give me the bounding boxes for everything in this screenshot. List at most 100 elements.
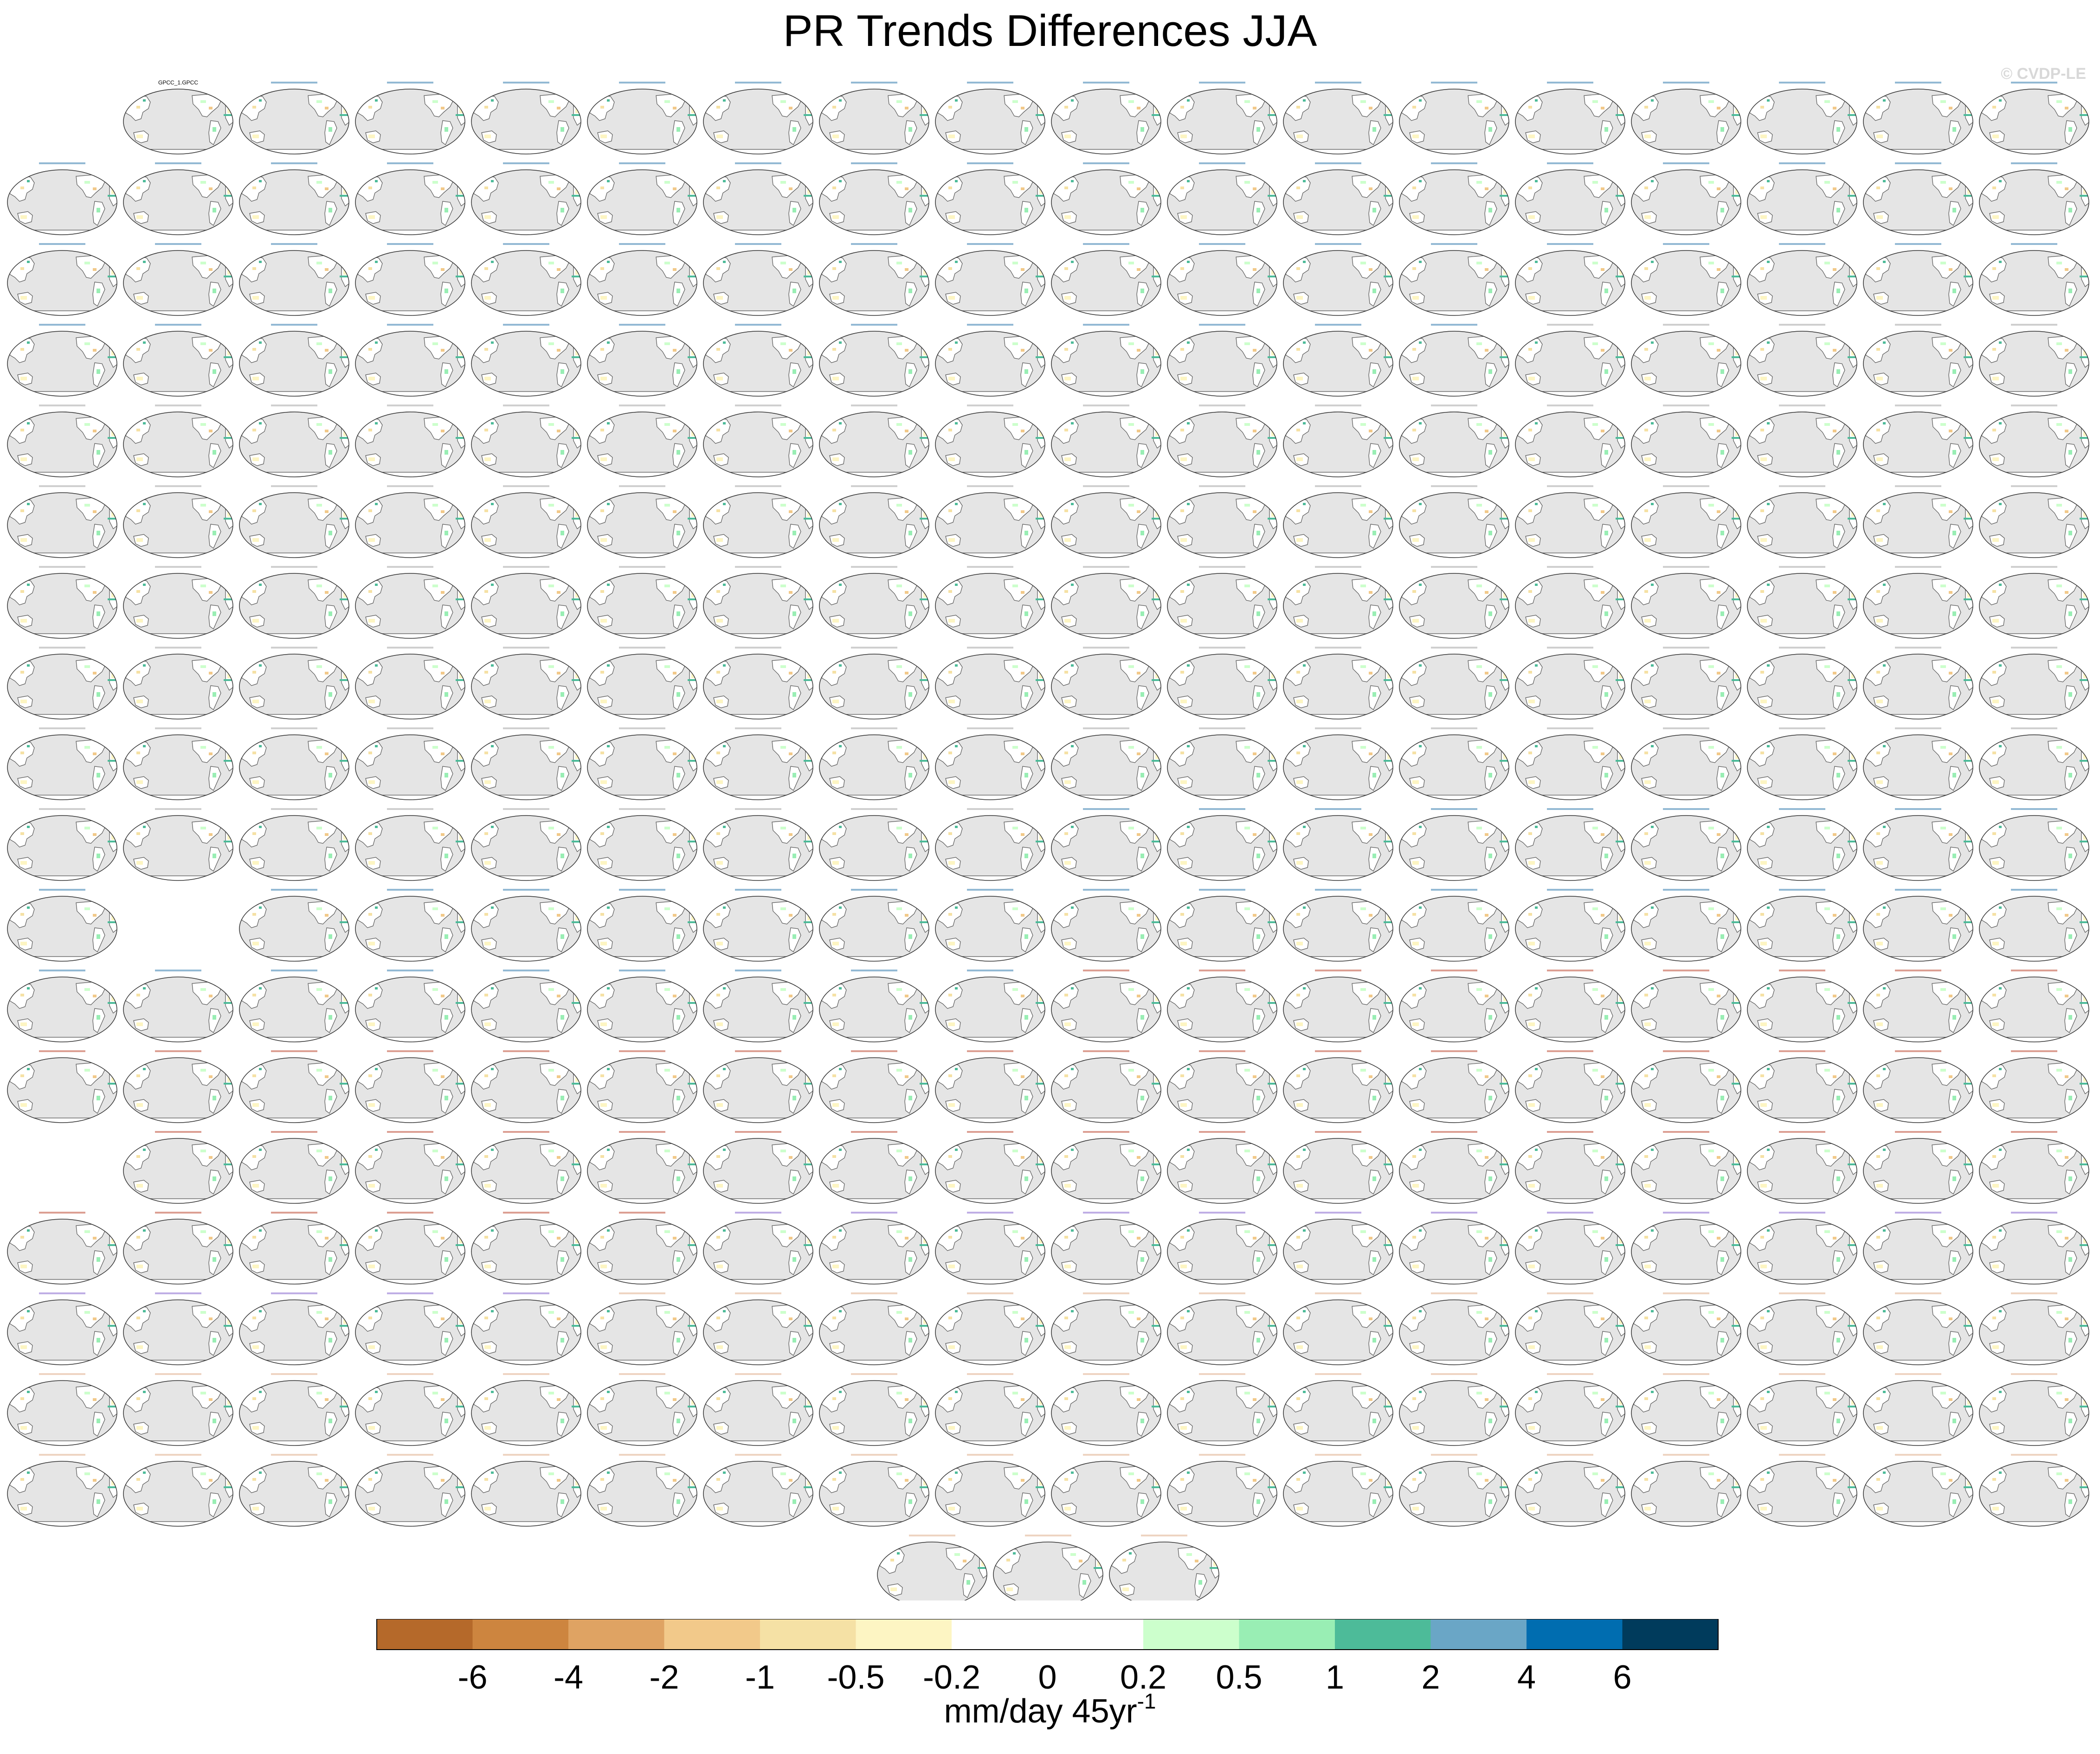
world-map bbox=[587, 735, 698, 801]
world-map bbox=[1631, 493, 1742, 559]
panel-title-mark bbox=[271, 405, 317, 406]
panel-title-mark bbox=[155, 1373, 201, 1375]
panel-title-mark bbox=[1315, 647, 1361, 649]
world-map bbox=[935, 735, 1046, 801]
world-map bbox=[819, 1138, 930, 1204]
world-map bbox=[1747, 251, 1858, 316]
panel-title-mark bbox=[1083, 647, 1129, 649]
world-map bbox=[355, 1461, 466, 1527]
panel-title-mark bbox=[851, 162, 897, 164]
colorbar-tick-label: 6 bbox=[1613, 1659, 1631, 1696]
world-map bbox=[1631, 735, 1742, 801]
map-panel bbox=[587, 1373, 698, 1446]
world-map bbox=[703, 896, 814, 962]
map-panel bbox=[1863, 243, 1974, 316]
panel-title-mark bbox=[39, 889, 85, 891]
panel-title-mark bbox=[1141, 1535, 1187, 1536]
world-map bbox=[1051, 331, 1162, 397]
world-map bbox=[123, 573, 234, 639]
world-map bbox=[1399, 1138, 1510, 1204]
colorbar-tick-label: 1 bbox=[1326, 1659, 1344, 1696]
map-panel bbox=[587, 566, 698, 639]
map-panel bbox=[703, 1131, 814, 1204]
map-panel bbox=[587, 647, 698, 720]
world-map bbox=[123, 170, 234, 236]
map-panel bbox=[1283, 1454, 1394, 1527]
panel-title-mark bbox=[1779, 1212, 1825, 1214]
panel-title-mark bbox=[271, 647, 317, 649]
world-map bbox=[1167, 816, 1278, 881]
world-map bbox=[1515, 331, 1626, 397]
world-map bbox=[355, 977, 466, 1043]
map-panel bbox=[1167, 647, 1278, 720]
panel-title-mark bbox=[1779, 808, 1825, 810]
world-map bbox=[1515, 735, 1626, 801]
map-panel bbox=[123, 647, 234, 720]
panel-title-mark bbox=[155, 1131, 201, 1133]
panel-title-mark bbox=[1083, 1212, 1129, 1214]
world-map bbox=[819, 654, 930, 720]
panel-title-mark bbox=[271, 727, 317, 729]
panel-title-mark bbox=[1895, 1373, 1941, 1375]
panel-title-mark bbox=[1315, 1131, 1361, 1133]
panel-title-mark bbox=[39, 243, 85, 245]
world-map bbox=[123, 493, 234, 559]
map-panel bbox=[819, 566, 930, 639]
world-map bbox=[1399, 1219, 1510, 1285]
world-map bbox=[1167, 1058, 1278, 1124]
map-panel bbox=[1283, 808, 1394, 881]
map-panel bbox=[1051, 1050, 1162, 1124]
world-map bbox=[471, 977, 582, 1043]
map-panel bbox=[471, 1050, 582, 1124]
world-map bbox=[703, 977, 814, 1043]
panel-title-mark bbox=[1315, 808, 1361, 810]
map-panel bbox=[819, 162, 930, 236]
world-map bbox=[7, 412, 118, 478]
map-panel bbox=[1631, 485, 1742, 559]
map-panel bbox=[471, 647, 582, 720]
world-map bbox=[123, 1300, 234, 1366]
world-map bbox=[1631, 170, 1742, 236]
panel-title-mark bbox=[619, 1292, 665, 1294]
panel-title-mark bbox=[1663, 1373, 1709, 1375]
world-map bbox=[1631, 1461, 1742, 1527]
world-map bbox=[703, 1138, 814, 1204]
world-map bbox=[703, 1300, 814, 1366]
map-panel bbox=[471, 1373, 582, 1446]
world-map bbox=[1283, 1381, 1394, 1446]
world-map bbox=[7, 331, 118, 397]
world-map bbox=[1863, 251, 1974, 316]
panel-title-mark bbox=[271, 1212, 317, 1214]
panel-title-mark bbox=[155, 1050, 201, 1052]
map-panel bbox=[1979, 647, 2090, 720]
map-panel bbox=[123, 1050, 234, 1124]
panel-title-mark bbox=[387, 889, 433, 891]
map-panel bbox=[1979, 485, 2090, 559]
world-map bbox=[819, 1219, 930, 1285]
world-map bbox=[239, 493, 350, 559]
panel-title-mark bbox=[967, 1454, 1013, 1456]
map-panel bbox=[1399, 243, 1510, 316]
map-panel bbox=[1515, 243, 1626, 316]
world-map bbox=[239, 1138, 350, 1204]
world-map bbox=[1747, 573, 1858, 639]
panel-title-mark bbox=[735, 647, 781, 649]
world-map bbox=[587, 493, 698, 559]
panel-title-mark bbox=[1779, 1373, 1825, 1375]
map-panel bbox=[1283, 1292, 1394, 1366]
map-panel bbox=[1515, 1212, 1626, 1285]
panel-title-mark bbox=[1663, 1454, 1709, 1456]
panel-title-mark bbox=[735, 808, 781, 810]
map-panel bbox=[1747, 324, 1858, 397]
world-map bbox=[587, 1461, 698, 1527]
world-map bbox=[1515, 816, 1626, 881]
map-panel bbox=[355, 243, 466, 316]
colorbar: -6 -4 -2 -1 -0.5 -0.2 0 0.2 0.5 1 2 4 6 bbox=[376, 1619, 1719, 1696]
world-map bbox=[1747, 816, 1858, 881]
map-panel bbox=[471, 1292, 582, 1366]
panel-title-mark bbox=[1895, 82, 1941, 84]
panel-title-mark bbox=[1547, 82, 1593, 84]
panel-title-mark bbox=[155, 970, 201, 971]
map-panel bbox=[1167, 82, 1278, 155]
panel-title-mark bbox=[39, 970, 85, 971]
